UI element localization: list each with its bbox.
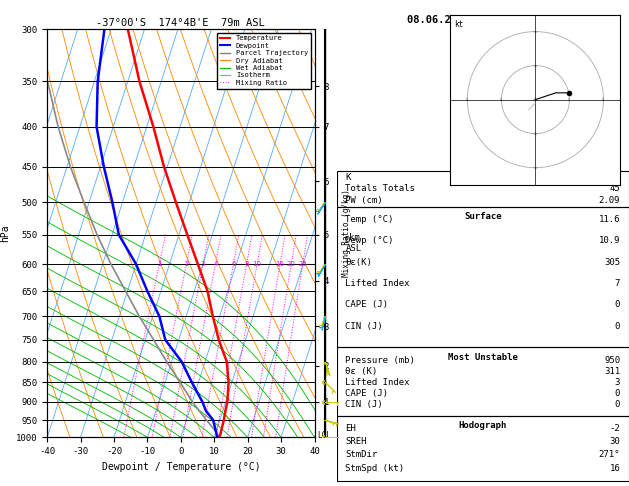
Text: Totals Totals: Totals Totals: [345, 184, 415, 193]
Y-axis label: hPa: hPa: [1, 225, 11, 242]
Text: SREH: SREH: [345, 437, 367, 446]
Text: 10.9: 10.9: [599, 237, 620, 245]
Text: K: K: [345, 173, 350, 182]
Text: Mixing Ratio (g/kg): Mixing Ratio (g/kg): [342, 190, 351, 277]
Text: Lifted Index: Lifted Index: [345, 378, 409, 387]
Text: Dewp (°C): Dewp (°C): [345, 237, 394, 245]
Text: 271°: 271°: [599, 451, 620, 459]
Text: Temp (°C): Temp (°C): [345, 215, 394, 224]
Text: Pressure (mb): Pressure (mb): [345, 356, 415, 365]
Text: 25: 25: [298, 261, 307, 267]
Text: CAPE (J): CAPE (J): [345, 300, 388, 310]
Text: 4: 4: [213, 261, 218, 267]
Text: Lifted Index: Lifted Index: [345, 279, 409, 288]
Text: LCL: LCL: [317, 431, 331, 440]
X-axis label: Dewpoint / Temperature (°C): Dewpoint / Temperature (°C): [101, 462, 260, 472]
Text: CAPE (J): CAPE (J): [345, 389, 388, 398]
Text: 6: 6: [231, 261, 236, 267]
Text: 24: 24: [610, 173, 620, 182]
Bar: [337, 171, 629, 207]
Text: 2: 2: [184, 261, 189, 267]
Bar: [337, 347, 629, 416]
Text: 45: 45: [610, 184, 620, 193]
Text: 8: 8: [244, 261, 249, 267]
Text: θε(K): θε(K): [345, 258, 372, 267]
Text: θε (K): θε (K): [345, 367, 377, 376]
Text: 16: 16: [610, 464, 620, 472]
Text: CIN (J): CIN (J): [345, 400, 383, 409]
Text: 08.06.2024  00GMT  (Base: 12): 08.06.2024 00GMT (Base: 12): [407, 15, 588, 25]
Text: 311: 311: [604, 367, 620, 376]
Text: 7: 7: [615, 279, 620, 288]
Text: 11.6: 11.6: [599, 215, 620, 224]
Legend: Temperature, Dewpoint, Parcel Trajectory, Dry Adiabat, Wet Adiabat, Isotherm, Mi: Temperature, Dewpoint, Parcel Trajectory…: [217, 33, 311, 88]
Text: PW (cm): PW (cm): [345, 196, 383, 205]
Text: StmDir: StmDir: [345, 451, 377, 459]
Text: 0: 0: [615, 400, 620, 409]
Text: -2: -2: [610, 424, 620, 433]
Text: Most Unstable: Most Unstable: [448, 353, 518, 363]
Text: 305: 305: [604, 258, 620, 267]
Text: 30: 30: [610, 437, 620, 446]
Text: 20: 20: [287, 261, 296, 267]
Text: EH: EH: [345, 424, 356, 433]
Text: StmSpd (kt): StmSpd (kt): [345, 464, 404, 472]
Text: 0: 0: [615, 300, 620, 310]
Text: 0: 0: [615, 322, 620, 330]
Text: 2.09: 2.09: [599, 196, 620, 205]
Text: 950: 950: [604, 356, 620, 365]
Y-axis label: km
ASL: km ASL: [346, 233, 362, 253]
Text: 10: 10: [253, 261, 262, 267]
Title: -37°00'S  174°4B'E  79m ASL: -37°00'S 174°4B'E 79m ASL: [96, 18, 265, 28]
Text: CIN (J): CIN (J): [345, 322, 383, 330]
Text: Surface: Surface: [464, 212, 501, 222]
Bar: [337, 416, 629, 481]
Text: 0: 0: [615, 389, 620, 398]
Text: 16: 16: [276, 261, 284, 267]
Text: 3: 3: [201, 261, 205, 267]
Text: kt: kt: [454, 20, 463, 29]
Text: Hodograph: Hodograph: [459, 421, 507, 431]
Text: 3: 3: [615, 378, 620, 387]
Bar: [337, 207, 629, 347]
Text: 1: 1: [157, 261, 162, 267]
